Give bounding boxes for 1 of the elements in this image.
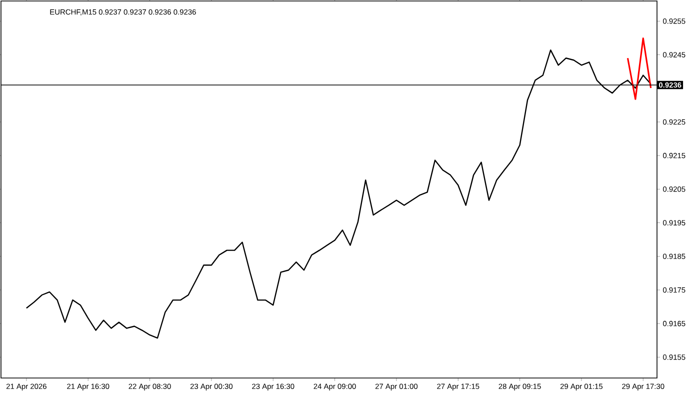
line-series [626, 37, 652, 100]
